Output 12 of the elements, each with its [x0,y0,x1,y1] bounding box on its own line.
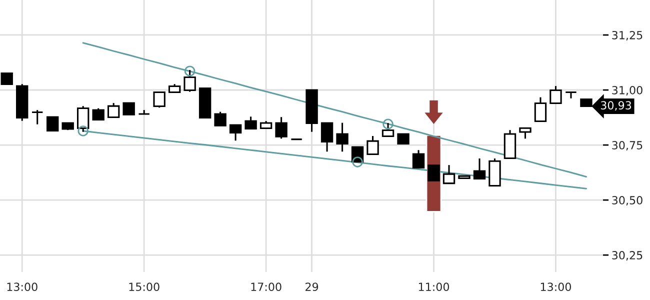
x-tick-label: 11:00 [418,282,450,292]
annotation: 30,93 [600,101,632,111]
y-tick-label: 30,75 [612,140,642,151]
x-tick-label: 17:00 [251,282,282,292]
y-tick-label: 31,00 [612,86,642,96]
x-tick-label: 13:00 [7,282,38,292]
y-tick-label: 30,25 [612,251,642,261]
x-tick-label: 13:00 [540,282,572,292]
x-tick-label: 15:00 [129,282,160,292]
y-tick-label: 31,25 [612,30,642,41]
x-tick-label: 29 [306,282,318,292]
y-tick-label: 30,50 [612,196,642,206]
